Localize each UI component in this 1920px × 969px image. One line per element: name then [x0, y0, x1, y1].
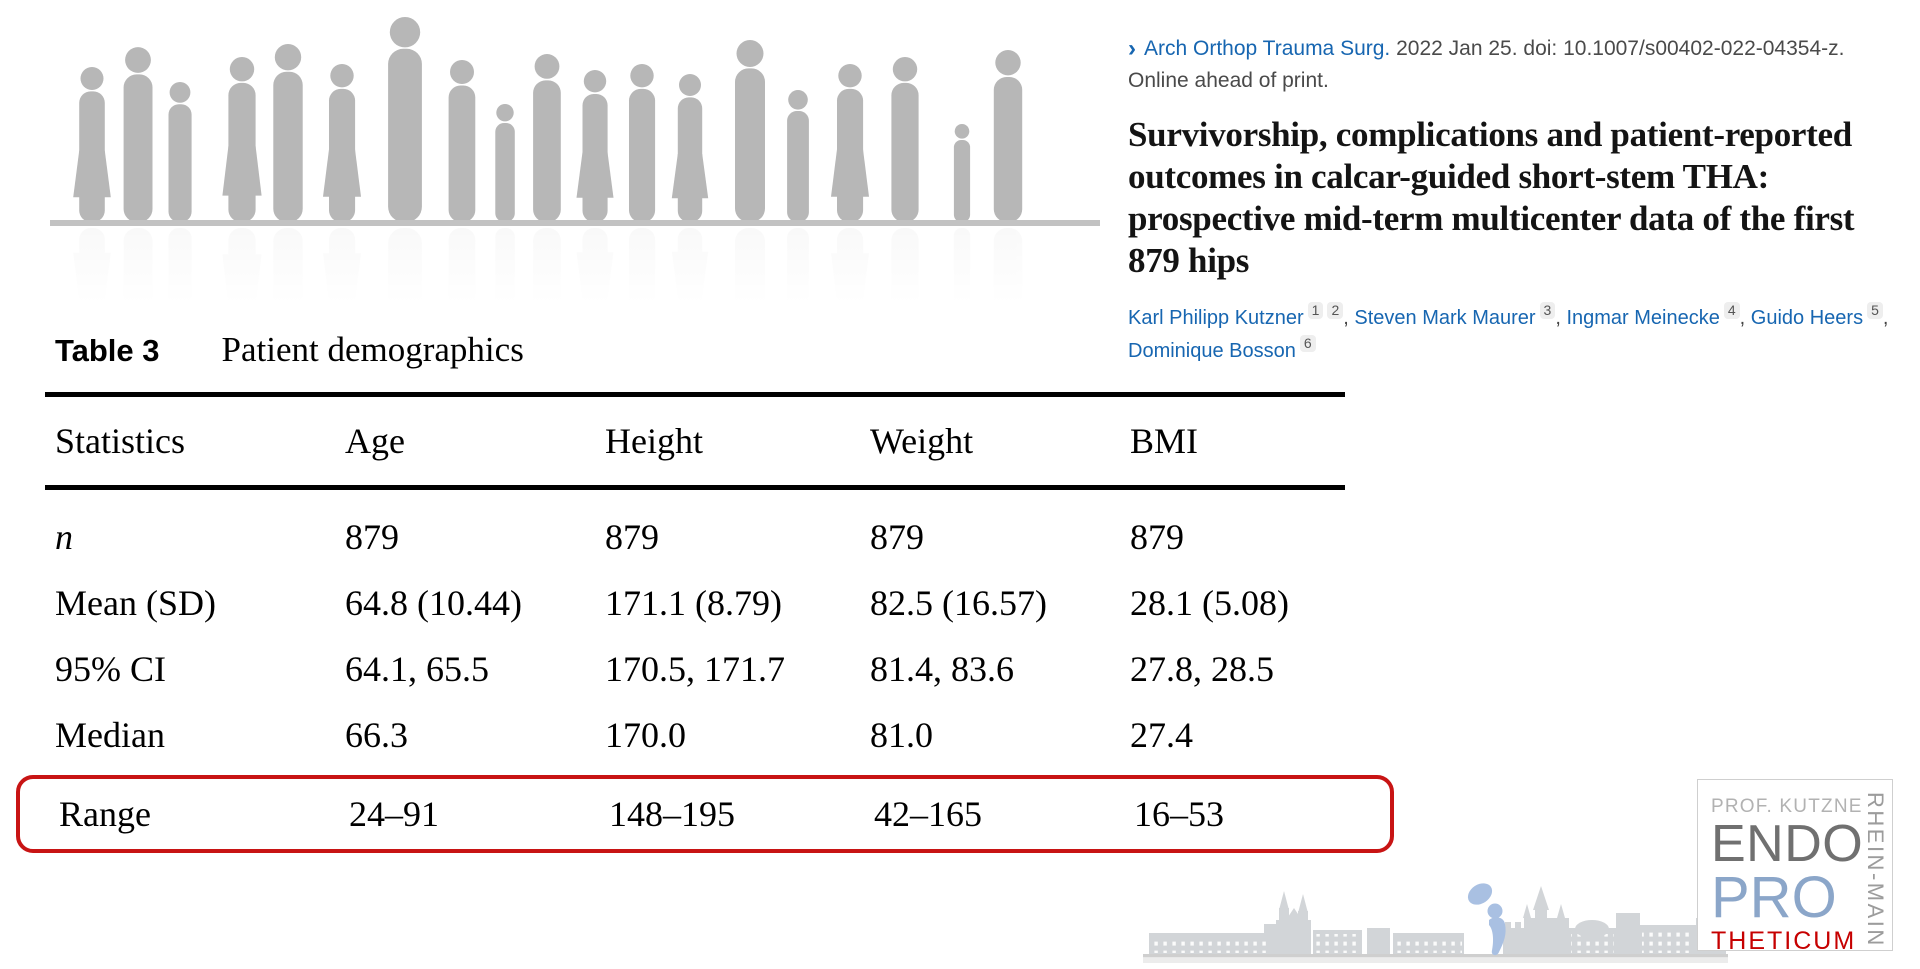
article-title-line: 879 hips: [1128, 241, 1250, 280]
article-title-line: outcomes in calcar-guided short-stem THA…: [1128, 157, 1769, 196]
people-silhouettes-illustration: [50, 4, 1100, 433]
affiliation-superscript: 1: [1307, 302, 1324, 319]
table-cell: 24–91: [349, 794, 439, 834]
table-row: Range 24–91 148–195 42–165 16–53: [49, 781, 1341, 847]
table-cell: 879: [870, 517, 924, 557]
table-cell: 28.1 (5.08): [1130, 583, 1289, 623]
column-header: Age: [345, 421, 405, 461]
table-cell: 81.0: [870, 715, 933, 755]
column-header: Weight: [870, 421, 974, 461]
table-title: Patient demographics: [221, 330, 524, 369]
logo-rhein-main: RHEIN-MAIN: [1863, 792, 1888, 948]
affiliation-superscript: 2: [1327, 302, 1344, 319]
demographics-table: Statistics Age Height Weight BMI n 879 879 879 8…: [16, 392, 1394, 853]
table-cell: 16–53: [1134, 794, 1224, 834]
table-row: Median 66.3 170.0 81.0 27.4: [45, 702, 1345, 768]
table-top-rule: [45, 392, 1345, 397]
author-list: Karl Philipp Kutzner 1 2, Steven Mark Maur…: [1128, 302, 1889, 362]
table-row: Mean (SD) 64.8 (10.44) 171.1 (8.79) 82.5 (1…: [45, 570, 1345, 636]
affiliation-superscript: 3: [1539, 302, 1556, 319]
article-title-line: prospective mid-term multicenter data of…: [1128, 199, 1855, 238]
table-cell: 879: [1130, 517, 1184, 557]
endoprotheticum-logo: PROF. KUTZNER ENDO PRO THETICUM RHEIN-MA…: [1697, 779, 1893, 951]
table-cell: 879: [605, 517, 659, 557]
author-link[interactable]: Ingmar Meinecke: [1566, 307, 1720, 329]
column-header: Height: [605, 421, 703, 461]
table-cell: 64.8 (10.44): [345, 583, 522, 623]
city-skyline-svg: [1143, 883, 1728, 963]
table-cell: 879: [345, 517, 399, 557]
logo-prof-kutzner: PROF. KUTZNER: [1711, 796, 1862, 817]
article-header: › Arch Orthop Trauma Surg. 2022 Jan 25. d…: [1128, 34, 1920, 368]
citation-status: Online ahead of print.: [1128, 69, 1329, 92]
journal-link[interactable]: Arch Orthop Trauma Surg.: [1144, 37, 1391, 60]
logo-endo: ENDO: [1711, 815, 1862, 873]
table-cell: 148–195: [609, 794, 735, 834]
table-cell: 82.5 (16.57): [870, 583, 1047, 623]
city-skyline-illustration: [1143, 858, 1728, 964]
chevron-right-icon: ›: [1128, 35, 1136, 62]
table-cell: 66.3: [345, 715, 408, 755]
citation-line: › Arch Orthop Trauma Surg. 2022 Jan 25. d…: [1128, 34, 1920, 64]
row-label: 95% CI: [55, 649, 166, 689]
article-title-line: Survivorship, complications and patient-…: [1128, 115, 1852, 154]
people-silhouettes-svg: [50, 17, 1100, 433]
table-cell: 27.8, 28.5: [1130, 649, 1274, 689]
table-row: n 879 879 879 879: [45, 504, 1345, 570]
affiliation-superscript: 5: [1867, 302, 1883, 319]
table-cell: 170.0: [605, 715, 686, 755]
row-label: Range: [59, 794, 151, 834]
citation-meta: 2022 Jan 25. doi: 10.1007/s00402-022-043…: [1390, 37, 1845, 60]
table-cell: 170.5, 171.7: [605, 649, 785, 689]
row-label: Mean (SD): [55, 583, 216, 623]
table-cell: 171.1 (8.79): [605, 583, 782, 623]
author-link[interactable]: Karl Philipp Kutzner: [1128, 307, 1304, 329]
range-row-highlight: Range 24–91 148–195 42–165 16–53: [16, 775, 1394, 853]
logo-theticum: THETICUM: [1711, 927, 1857, 950]
logo-pro: PRO: [1711, 865, 1837, 930]
author-link[interactable]: Dominique Bosson: [1128, 340, 1296, 362]
article-title: Survivorship, complications and patient-…: [1128, 114, 1920, 282]
column-header: Statistics: [55, 421, 186, 461]
affiliation-superscript: 4: [1723, 302, 1740, 319]
table-cell: 64.1, 65.5: [345, 649, 489, 689]
author-link[interactable]: Guido Heers: [1750, 307, 1864, 329]
column-header: BMI: [1130, 421, 1199, 461]
table-cell: 81.4, 83.6: [870, 649, 1014, 689]
table-row: 95% CI 64.1, 65.5 170.5, 171.7 81.4, 83.6 27…: [45, 636, 1345, 702]
table-body: n 879 879 879 879 Mean (SD) 64.8 (10.44) 171.1 …: [16, 504, 1394, 853]
table-cell: 42–165: [874, 794, 982, 834]
table-label: Table 3: [55, 333, 160, 368]
row-label: Median: [55, 715, 165, 755]
table-header-rule: [45, 485, 1345, 490]
logo-text-block: PROF. KUTZNER ENDO PRO THETICUM: [1698, 780, 1862, 950]
table-header-row: Statistics Age Height Weight BMI: [45, 397, 1345, 485]
row-label: n: [55, 517, 73, 557]
author-link[interactable]: Steven Mark Maurer: [1354, 307, 1536, 329]
table-caption: Table 3 Patient demographics: [55, 330, 524, 370]
affiliation-superscript: 6: [1299, 335, 1316, 352]
table-cell: 27.4: [1130, 715, 1193, 755]
